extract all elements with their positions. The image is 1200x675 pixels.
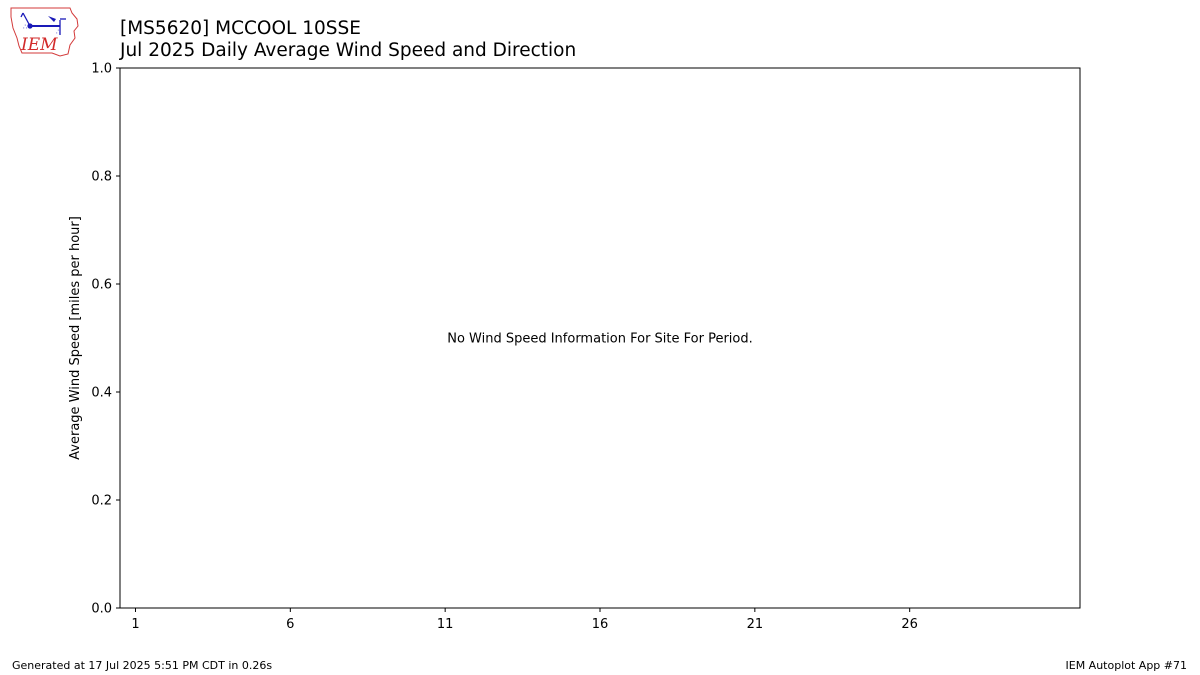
x-tick-label: 16 bbox=[592, 617, 609, 632]
y-tick-label: 0.0 bbox=[91, 602, 112, 617]
y-tick-label: 0.2 bbox=[91, 494, 112, 509]
x-tick-label: 21 bbox=[747, 617, 764, 632]
chart-title-line-2: Jul 2025 Daily Average Wind Speed and Di… bbox=[120, 40, 577, 61]
no-data-annotation: No Wind Speed Information For Site For P… bbox=[447, 332, 753, 347]
y-axis-label: Average Wind Speed [miles per hour] bbox=[68, 216, 83, 460]
iem-iowa-logo-icon: ∴ ∴ IEM bbox=[10, 7, 79, 57]
y-tick-label: 0.8 bbox=[91, 170, 112, 185]
x-tick-label: 26 bbox=[901, 617, 918, 632]
x-tick-label: 1 bbox=[131, 617, 139, 632]
chart-title-line-1: [MS5620] MCCOOL 10SSE bbox=[120, 18, 361, 39]
iem-logo-text: IEM bbox=[20, 35, 58, 55]
x-tick-label: 11 bbox=[437, 617, 454, 632]
svg-text:∴: ∴ bbox=[56, 28, 61, 36]
y-tick-label: 1.0 bbox=[91, 62, 112, 77]
autoplot-app-label: IEM Autoplot App #71 bbox=[1065, 659, 1188, 672]
x-tick-label: 6 bbox=[286, 617, 294, 632]
svg-text:∴: ∴ bbox=[23, 23, 28, 31]
generated-timestamp: Generated at 17 Jul 2025 5:51 PM CDT in … bbox=[12, 659, 273, 672]
y-tick-label: 0.6 bbox=[91, 278, 112, 293]
y-tick-label: 0.4 bbox=[91, 386, 112, 401]
